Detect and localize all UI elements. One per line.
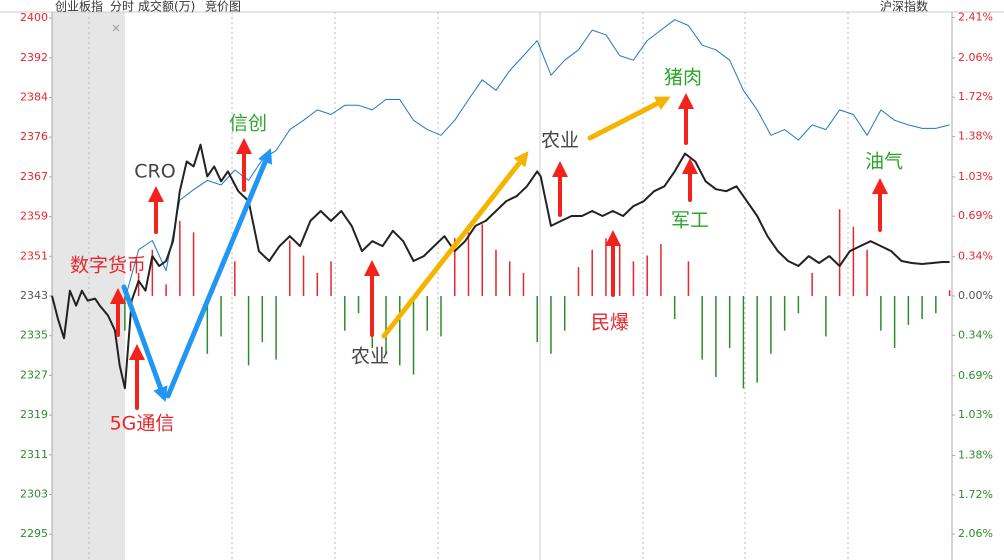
y-tick-label: 2303 bbox=[20, 488, 48, 501]
annotation: 数字货币 bbox=[70, 255, 146, 277]
annotation: 农业 bbox=[541, 130, 579, 152]
y2-tick-label: 1.38% bbox=[958, 449, 993, 462]
y2-tick-label: 0.69% bbox=[958, 209, 993, 222]
plot: 2400 2392 2384 2376 2367 2359 2351 2343 2335 2327… bbox=[20, 10, 993, 540]
y2-tick-label: 1.03% bbox=[958, 170, 993, 183]
annotation: 猪肉 bbox=[664, 67, 702, 89]
y2-tick-label: 1.03% bbox=[958, 408, 993, 421]
y2-tick-label: 2.41% bbox=[958, 10, 993, 23]
header-auction[interactable]: 竞价图 bbox=[205, 0, 241, 14]
header-volume[interactable]: 成交额(万) bbox=[138, 0, 195, 14]
close-icon bbox=[112, 24, 120, 32]
y-tick-label: 2359 bbox=[20, 210, 48, 223]
y-tick-label: 2367 bbox=[20, 170, 48, 183]
header-compare[interactable]: 沪深指数 bbox=[880, 0, 928, 14]
y2-tick-label: 0.00% bbox=[958, 289, 993, 302]
y2-tick-label: 1.72% bbox=[958, 90, 993, 103]
y-tick-label: 2343 bbox=[20, 289, 48, 302]
annotation: 民爆 bbox=[591, 312, 629, 334]
y-tick-label: 2376 bbox=[20, 130, 48, 143]
y2-tick-label: 0.69% bbox=[958, 369, 993, 382]
y-tick-label: 2327 bbox=[20, 368, 48, 381]
arrows bbox=[110, 93, 888, 410]
y-tick-label: 2392 bbox=[20, 51, 48, 64]
annotation: CRO bbox=[134, 161, 175, 183]
y2-tick-label: 0.34% bbox=[958, 250, 993, 263]
y-tick-label: 2319 bbox=[20, 408, 48, 421]
y-tick-label: 2335 bbox=[20, 329, 48, 342]
y2-tick-label: 1.72% bbox=[958, 488, 993, 501]
annotation: 5G通信 bbox=[110, 413, 175, 435]
annotation: 信创 bbox=[229, 113, 267, 135]
y-tick-label: 2311 bbox=[20, 448, 48, 461]
price-line bbox=[51, 143, 950, 390]
header-title: 创业板指 bbox=[55, 0, 103, 14]
annotation: 农业 bbox=[351, 346, 389, 368]
time-grid bbox=[88, 12, 849, 560]
y-tick-label: 2384 bbox=[20, 90, 48, 103]
y-tick-label: 2351 bbox=[20, 249, 48, 262]
annotation: 油气 bbox=[865, 151, 903, 173]
y-tick-label: 2400 bbox=[20, 11, 48, 24]
annotation: 军工 bbox=[671, 210, 709, 232]
y-tick-label: 2295 bbox=[20, 527, 48, 540]
y2-tick-label: 2.06% bbox=[958, 51, 993, 64]
header-mode[interactable]: 分时 bbox=[110, 0, 134, 14]
y2-tick-label: 0.34% bbox=[958, 328, 993, 341]
y2-tick-label: 1.38% bbox=[958, 129, 993, 142]
y2-tick-label: 2.06% bbox=[958, 527, 993, 540]
